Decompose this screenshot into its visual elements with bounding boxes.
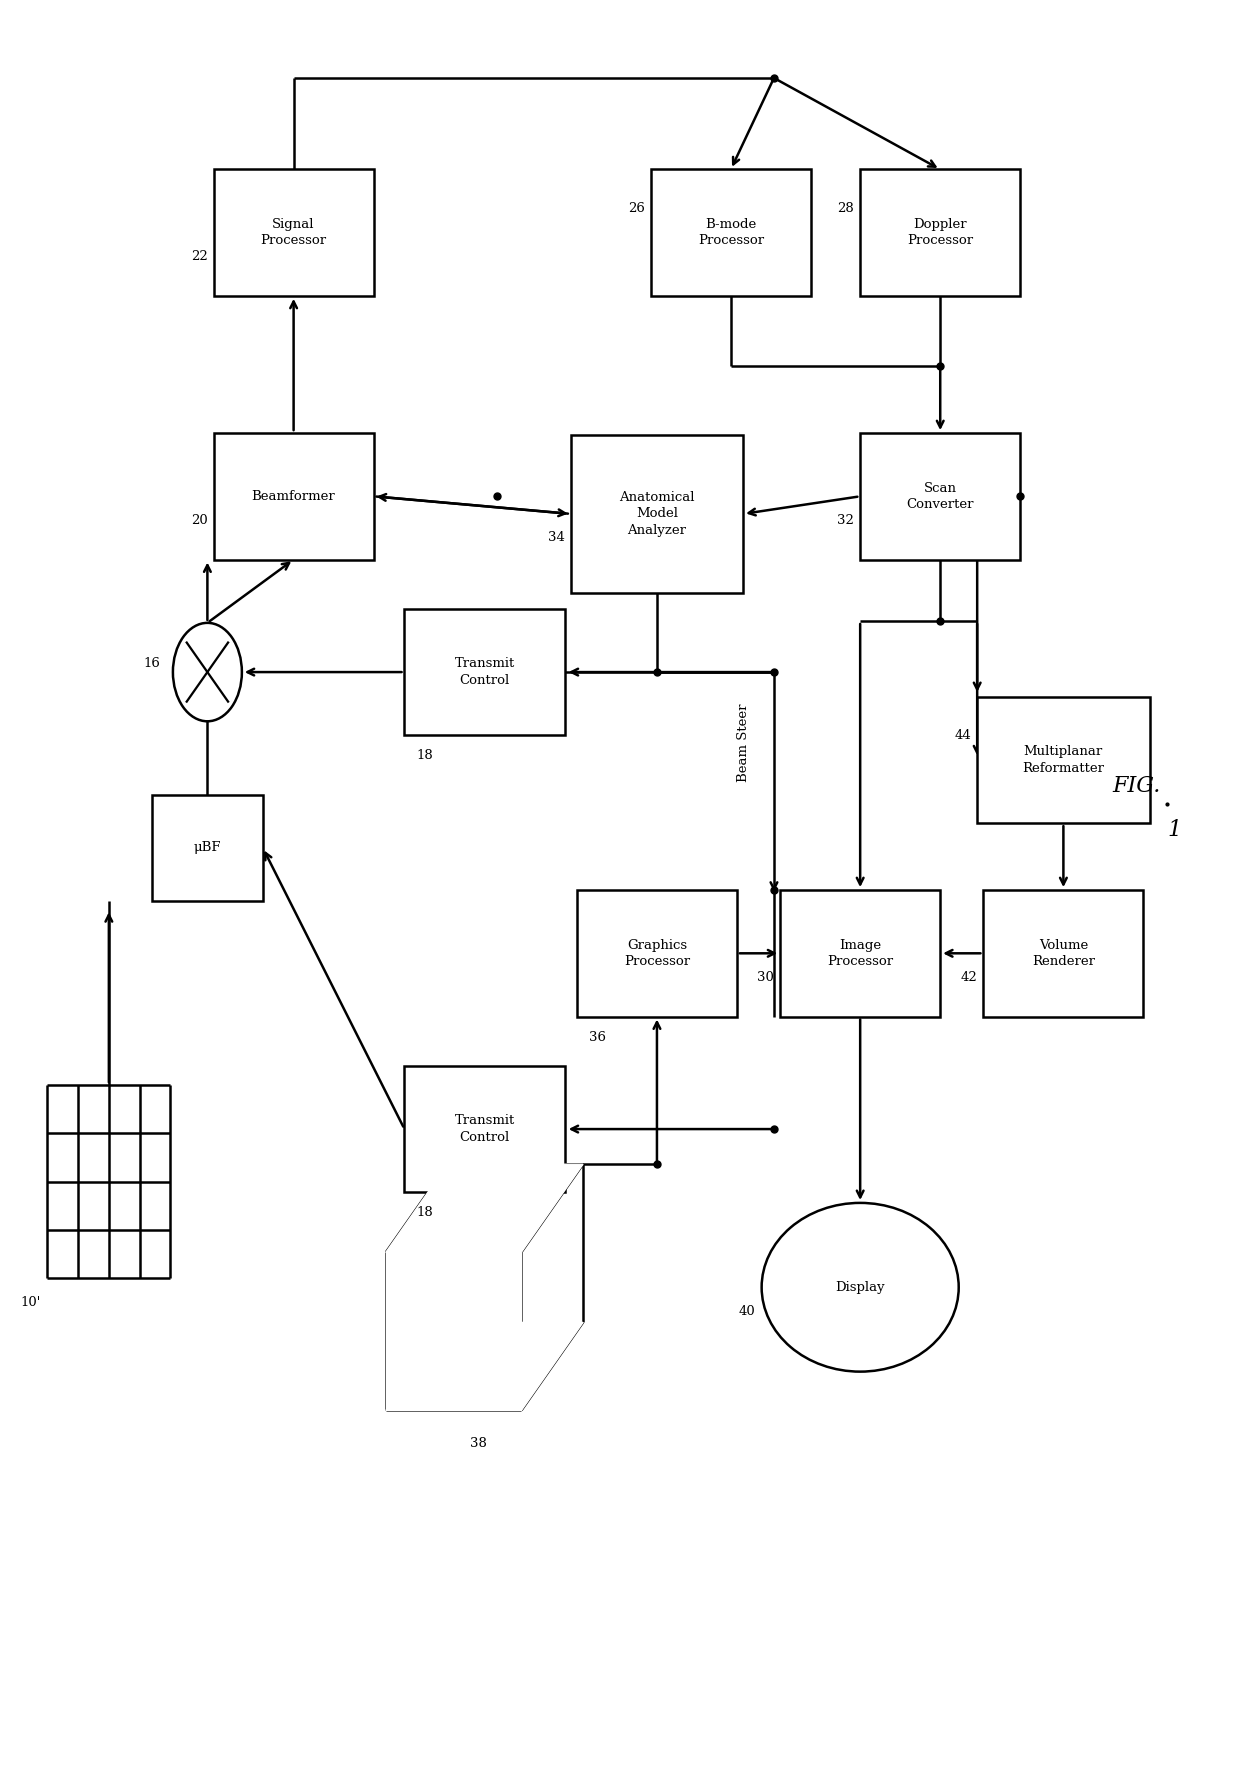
Text: FIG.: FIG. [1112,775,1161,796]
FancyBboxPatch shape [213,433,373,560]
Text: B-mode
Processor: B-mode Processor [698,217,764,247]
Text: 20: 20 [191,514,207,526]
FancyBboxPatch shape [404,609,564,735]
Text: Beamformer: Beamformer [252,489,336,503]
FancyBboxPatch shape [404,1067,564,1192]
Text: Display: Display [836,1280,885,1294]
FancyBboxPatch shape [153,795,263,901]
Text: Scan
Converter: Scan Converter [906,482,973,510]
Text: Transmit
Control: Transmit Control [454,1114,515,1144]
Text: 34: 34 [548,532,564,544]
Text: Beam Steer: Beam Steer [737,703,750,782]
FancyBboxPatch shape [977,698,1149,823]
FancyBboxPatch shape [861,170,1021,297]
FancyBboxPatch shape [570,434,743,593]
FancyBboxPatch shape [861,433,1021,560]
FancyBboxPatch shape [213,170,373,297]
Text: Transmit
Control: Transmit Control [454,657,515,687]
Ellipse shape [761,1203,959,1372]
Text: μBF: μBF [193,841,221,855]
FancyBboxPatch shape [780,890,940,1017]
FancyBboxPatch shape [577,890,737,1017]
Text: 30: 30 [758,971,774,984]
FancyBboxPatch shape [983,890,1143,1017]
Text: Image
Processor: Image Processor [827,938,893,968]
Text: 36: 36 [589,1031,606,1044]
Text: Multiplanar
Reformatter: Multiplanar Reformatter [1023,745,1105,775]
Polygon shape [386,1323,583,1411]
Text: 22: 22 [191,251,207,263]
Text: Signal
Processor: Signal Processor [260,217,326,247]
Polygon shape [386,1164,583,1252]
FancyBboxPatch shape [651,170,811,297]
Text: 16: 16 [144,657,161,669]
Text: 28: 28 [837,201,854,215]
Text: 10': 10' [21,1296,41,1309]
Text: 26: 26 [627,201,645,215]
Circle shape [172,623,242,721]
Text: 18: 18 [417,1206,434,1219]
Text: 18: 18 [417,749,434,763]
Polygon shape [386,1252,522,1411]
Text: Graphics
Processor: Graphics Processor [624,938,689,968]
Text: 42: 42 [961,971,977,984]
Text: Anatomical
Model
Analyzer: Anatomical Model Analyzer [619,491,694,537]
Text: 32: 32 [837,514,854,526]
Text: 1: 1 [1167,819,1182,841]
Text: Doppler
Processor: Doppler Processor [908,217,973,247]
Text: 44: 44 [955,729,971,742]
Text: 38: 38 [470,1438,487,1450]
Text: 40: 40 [739,1305,755,1317]
Text: Volume
Renderer: Volume Renderer [1032,938,1095,968]
